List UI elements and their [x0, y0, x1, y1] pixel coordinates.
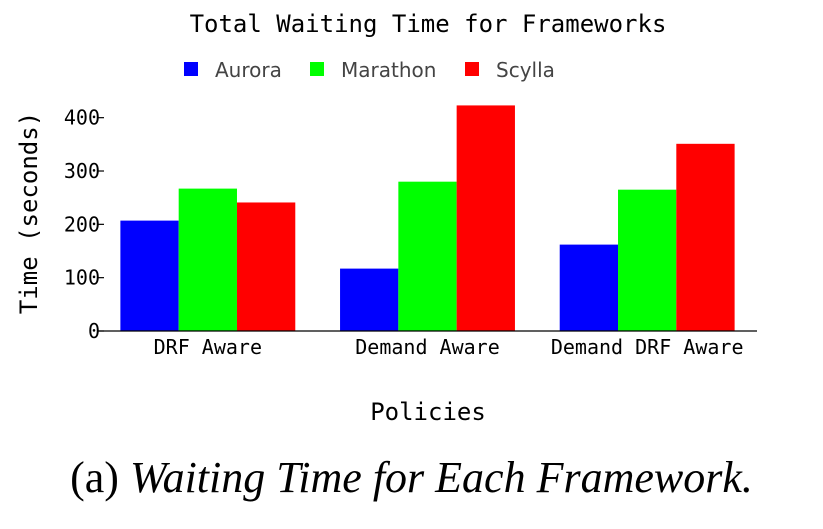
chart-title: Total Waiting Time for Frameworks — [190, 10, 667, 38]
bar-aurora-1 — [340, 268, 399, 331]
x-axis-ticks: DRF Aware Demand Aware Demand DRF Aware — [154, 335, 744, 359]
bar-scylla-1 — [456, 105, 515, 332]
legend-swatch-scylla — [465, 62, 479, 76]
caption-label: (a) — [70, 453, 119, 502]
chart-legend: Aurora Marathon Scylla — [184, 58, 555, 82]
x-tick-label: Demand DRF Aware — [551, 335, 744, 359]
legend-label-marathon: Marathon — [341, 58, 436, 82]
y-tick-label: 400 — [64, 106, 100, 130]
y-tick-label: 0 — [88, 319, 100, 343]
legend-swatch-marathon — [310, 62, 324, 76]
bar-marathon-0 — [178, 188, 237, 331]
legend-label-aurora: Aurora — [215, 58, 282, 82]
caption-text: Waiting Time for Each Framework. — [129, 453, 753, 502]
y-tick-label: 300 — [64, 159, 100, 183]
bar-scylla-0 — [236, 202, 296, 331]
bar-scylla-2 — [676, 143, 735, 331]
x-axis-label: Policies — [370, 398, 486, 426]
figure-caption: (a) Waiting Time for Each Framework. — [0, 452, 823, 503]
x-tick-label: DRF Aware — [154, 335, 262, 359]
y-tick-label: 200 — [64, 212, 100, 236]
y-axis-ticks: 0 100 200 300 400 — [64, 106, 104, 343]
bar-aurora-0 — [120, 220, 179, 331]
bar-aurora-2 — [559, 244, 619, 331]
y-tick-label: 100 — [64, 266, 100, 290]
x-tick-label: Demand Aware — [355, 335, 500, 359]
bars — [120, 105, 735, 332]
legend-label-scylla: Scylla — [496, 58, 555, 82]
y-axis-label: Time (seconds) — [15, 112, 43, 314]
bar-chart: Total Waiting Time for Frameworks Aurora… — [15, 10, 757, 426]
bar-marathon-2 — [618, 189, 677, 331]
bar-marathon-1 — [398, 181, 457, 331]
legend-swatch-aurora — [184, 62, 198, 76]
